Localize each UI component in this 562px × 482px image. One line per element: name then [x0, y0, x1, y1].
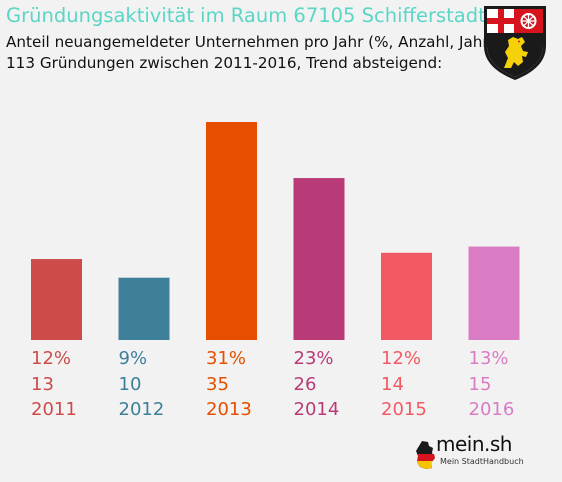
percent-label-2013: 31% — [206, 348, 246, 369]
percent-label-2011: 12% — [31, 348, 71, 369]
year-label-2011: 2011 — [31, 399, 77, 420]
count-label-2013: 35 — [206, 374, 229, 395]
chart-title: Gründungsaktivität im Raum 67105 Schiffe… — [6, 4, 486, 27]
count-label-2014: 26 — [294, 374, 317, 395]
year-label-2012: 2012 — [119, 399, 165, 420]
count-label-2016: 15 — [469, 374, 492, 395]
germany-map-icon — [416, 441, 435, 469]
brand-logo: mein.sh Mein StadtHandbuch — [414, 432, 524, 472]
bar-2013 — [206, 122, 257, 340]
percent-label-2014: 23% — [294, 348, 334, 369]
bar-2012 — [118, 277, 170, 340]
chart-subtitle: Anteil neuangemeldeter Unternehmen pro J… — [6, 33, 495, 51]
bar-2011 — [31, 259, 82, 340]
count-label-2012: 10 — [119, 374, 142, 395]
chart-summary: 113 Gründungen zwischen 2011-2016, Trend… — [6, 54, 443, 72]
bar-2014 — [293, 178, 345, 340]
year-label-2014: 2014 — [294, 399, 340, 420]
year-label-2015: 2015 — [381, 399, 427, 420]
bar-2015 — [381, 252, 432, 340]
brand-tagline: Mein StadtHandbuch — [440, 457, 524, 466]
count-label-2011: 13 — [31, 374, 54, 395]
bar-2016 — [468, 246, 520, 340]
count-label-2015: 14 — [381, 374, 404, 395]
year-label-2013: 2013 — [206, 399, 252, 420]
percent-label-2015: 12% — [381, 348, 421, 369]
percent-label-2012: 9% — [119, 348, 148, 369]
percent-label-2016: 13% — [469, 348, 509, 369]
brand-name: mein.sh — [436, 432, 512, 456]
year-label-2016: 2016 — [469, 399, 515, 420]
coat-of-arms-icon — [484, 6, 546, 80]
